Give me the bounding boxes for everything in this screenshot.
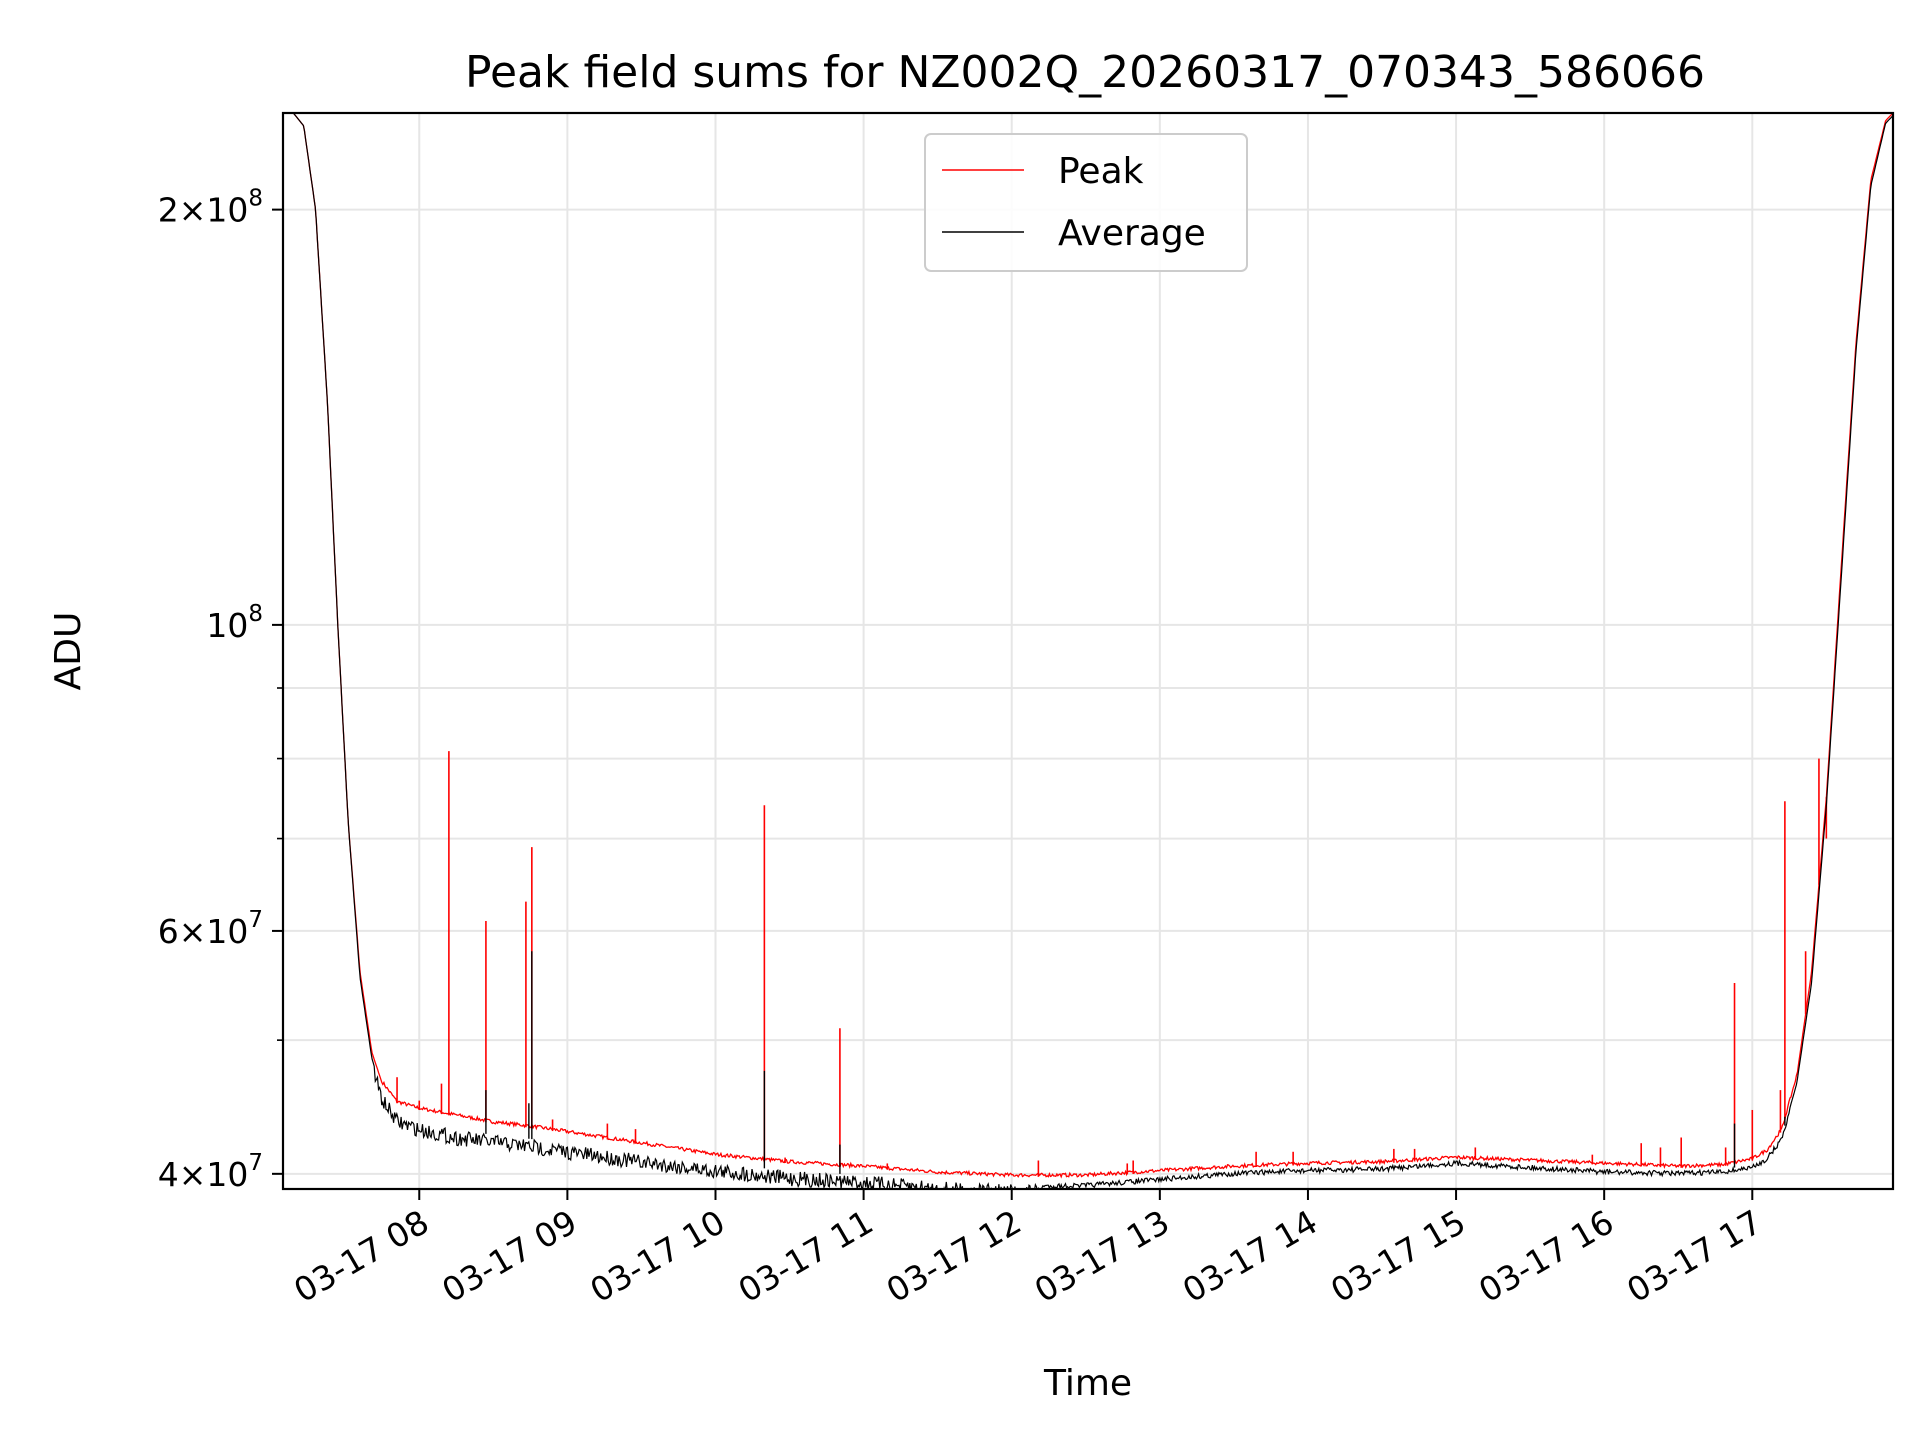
series-line-average [283, 113, 1893, 1189]
y-tick-base: 10 [206, 606, 248, 645]
y-tick-base: 10 [206, 191, 248, 230]
y-tick-label: 6×107 [158, 907, 263, 951]
legend-label-peak: Peak [1058, 151, 1144, 192]
x-axis-label: Time [1043, 1363, 1132, 1404]
grid [283, 113, 1893, 1189]
y-tick-times: × [179, 1155, 207, 1194]
chart-title: Peak field sums for NZ002Q_20260317_0703… [465, 47, 1705, 98]
y-tick-times: × [179, 191, 207, 230]
peak-spikes [396, 751, 1828, 1177]
series-layer [283, 113, 1893, 1189]
y-tick-base: 10 [206, 912, 248, 951]
y-tick-exponent: 8 [248, 601, 263, 627]
y-tick-label: 2×108 [158, 186, 263, 230]
y-tick-mantissa: 6 [158, 912, 179, 951]
plot-frame [281, 111, 1895, 1191]
y-tick-label: 108 [206, 601, 263, 645]
legend: Peak Average [924, 133, 1248, 272]
legend-box [924, 133, 1248, 272]
series-line-peak [283, 113, 1893, 1179]
y-tick-mantissa: 4 [158, 1155, 179, 1194]
y-tick-exponent: 7 [248, 907, 263, 933]
y-tick-times: × [179, 912, 207, 951]
y-tick-base: 10 [206, 1155, 248, 1194]
y-tick-label: 4×107 [158, 1150, 263, 1194]
legend-label-average: Average [1058, 213, 1206, 254]
y-tick-exponent: 7 [248, 1150, 263, 1176]
y-axis-label: ADU [48, 612, 89, 691]
y-tick-mantissa: 2 [158, 191, 179, 230]
y-tick-exponent: 8 [248, 186, 263, 212]
